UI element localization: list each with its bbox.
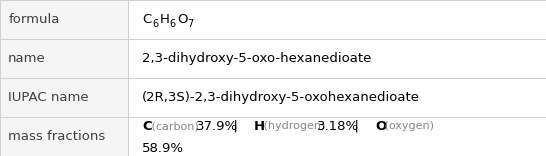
Text: 3.18%: 3.18% [317,120,359,133]
Text: name: name [8,52,46,65]
Text: O: O [375,120,387,133]
Text: 37.9%: 37.9% [196,120,238,133]
Text: H: H [254,120,265,133]
Text: (hydrogen): (hydrogen) [259,121,329,131]
Text: (oxygen): (oxygen) [381,121,437,131]
Text: C: C [142,120,152,133]
Text: 6: 6 [170,20,176,29]
Text: IUPAC name: IUPAC name [8,91,89,104]
Text: (carbon): (carbon) [148,121,202,131]
Text: 6: 6 [152,20,158,29]
Text: mass fractions: mass fractions [8,130,105,143]
Text: |: | [225,120,246,133]
Bar [0,0,128,156]
Text: O: O [177,13,187,26]
Text: (2R,3S)-2,3-dihydroxy-5-oxohexanedioate: (2R,3S)-2,3-dihydroxy-5-oxohexanedioate [142,91,420,104]
Text: 7: 7 [187,20,193,29]
Text: H: H [159,13,169,26]
Text: 2,3-dihydroxy-5-oxo-hexanedioate: 2,3-dihydroxy-5-oxo-hexanedioate [142,52,371,65]
Text: C: C [142,13,151,26]
Text: 58.9%: 58.9% [142,142,184,155]
Text: |: | [346,120,367,133]
Text: formula: formula [8,13,60,26]
